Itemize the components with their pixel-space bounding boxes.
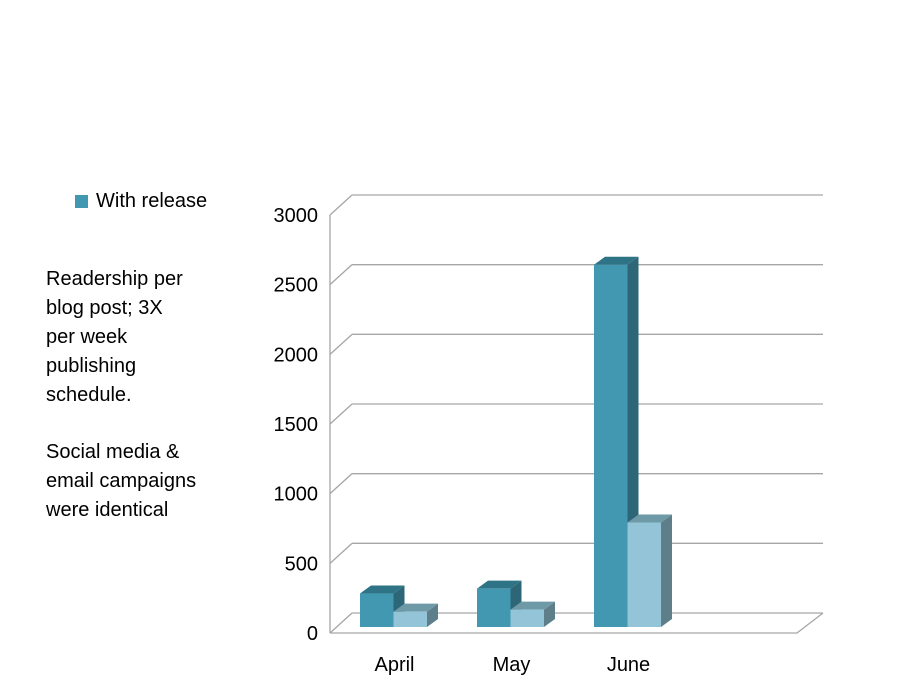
legend: With release bbox=[75, 190, 207, 213]
y-tick-label: 1500 bbox=[274, 414, 319, 436]
gridline-side bbox=[329, 612, 353, 634]
y-tick-label: 500 bbox=[285, 553, 318, 575]
bar-top bbox=[360, 585, 405, 594]
y-tick-label: 0 bbox=[307, 623, 318, 645]
bar-april-0 bbox=[360, 593, 394, 627]
bar-top bbox=[393, 603, 438, 612]
bar-side bbox=[544, 601, 555, 627]
bar-top bbox=[627, 514, 672, 523]
annotation-readership: Readership per blog post; 3X per week pu… bbox=[46, 268, 183, 406]
bar-april-1 bbox=[393, 611, 427, 627]
gridline-side bbox=[329, 403, 353, 425]
bar-may-0 bbox=[477, 588, 511, 627]
bar-side bbox=[661, 514, 672, 627]
x-tick-label: May bbox=[493, 654, 531, 676]
y-tick-label: 1000 bbox=[274, 484, 319, 506]
bar-june-0 bbox=[594, 264, 628, 627]
bar-may-1 bbox=[510, 609, 544, 627]
y-tick-label: 2500 bbox=[274, 275, 319, 297]
gridline-side bbox=[329, 473, 353, 495]
bar-june-1 bbox=[627, 522, 661, 627]
legend-label-with-release: With release bbox=[96, 190, 208, 212]
annotation-social-media: Social media & email campaigns were iden… bbox=[46, 441, 197, 521]
bar-top bbox=[594, 256, 639, 265]
gridline-side bbox=[329, 194, 353, 216]
legend-swatch-with-release bbox=[75, 195, 88, 208]
x-tick-label: June bbox=[607, 654, 650, 676]
gridline-side bbox=[329, 542, 353, 564]
x-tick-label: April bbox=[374, 654, 414, 676]
floor-edge bbox=[330, 612, 824, 634]
y-tick-label: 2000 bbox=[274, 344, 319, 366]
bar-side bbox=[427, 603, 438, 627]
y-tick-label: 3000 bbox=[274, 205, 319, 227]
bar-top bbox=[510, 601, 555, 610]
bar-top bbox=[477, 580, 522, 589]
gridline-side bbox=[329, 264, 353, 286]
gridline-side bbox=[329, 333, 353, 355]
